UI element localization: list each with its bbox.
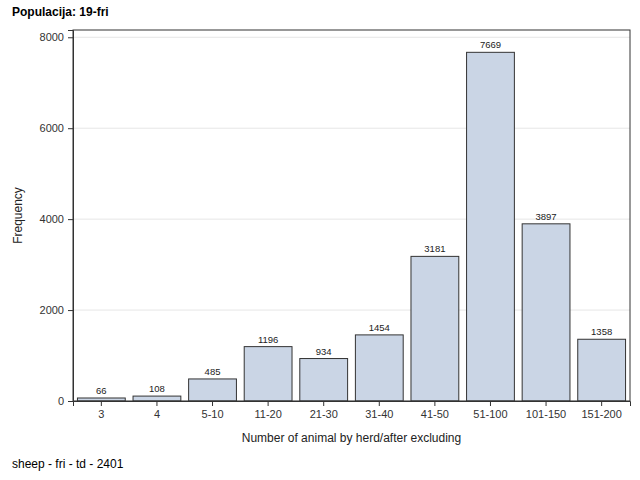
- y-tick-label: 0: [58, 395, 64, 407]
- bar: [467, 52, 515, 401]
- grid-line: [73, 37, 630, 38]
- data-label: 108: [149, 383, 165, 394]
- y-tick: 2000: [40, 304, 73, 316]
- y-tick-label: 6000: [40, 122, 64, 134]
- x-tick-label: 21-30: [310, 408, 338, 420]
- x-tick-mark: [268, 401, 269, 406]
- x-tick-label: 41-50: [421, 408, 449, 420]
- data-labels: 66 108 485 1196 934 1454 3181 7669 3897 1358: [96, 39, 612, 396]
- x-tick-label: 5-10: [202, 408, 224, 420]
- chart-container: 66 108 485 1196 934 1454 3181 7669 3897 1358 0 2000…: [0, 0, 640, 480]
- x-tick: 3: [98, 401, 104, 420]
- x-tick: 4: [154, 401, 160, 420]
- y-tick: 4000: [40, 213, 73, 225]
- x-tick: 151-200: [581, 401, 621, 420]
- x-tick-mark: [101, 401, 102, 406]
- data-label: 934: [316, 346, 332, 357]
- y-tick-mark: [68, 401, 73, 402]
- x-tick-mark: [379, 401, 380, 406]
- title: Populacija: 19-fri: [12, 5, 109, 19]
- x-tick-label: 3: [98, 408, 104, 420]
- y-tick: 6000: [40, 122, 73, 134]
- x-tick-mark: [323, 401, 324, 406]
- x-tick: 41-50: [421, 401, 449, 420]
- data-label: 1196: [258, 334, 278, 345]
- x-axis: 3 4 5-10 11-20 21-30 31-40 41-50 51-100 101-150 1…: [74, 401, 631, 420]
- data-label: 485: [205, 366, 221, 377]
- y-tick-mark: [68, 37, 73, 38]
- bars: [77, 52, 625, 401]
- x-tick-label: 51-100: [473, 408, 507, 420]
- x-tick-mark: [156, 401, 157, 406]
- bar: [300, 359, 348, 401]
- data-label: 7669: [480, 39, 501, 50]
- x-tick-label: 101-150: [526, 408, 566, 420]
- x-tick: 101-150: [526, 401, 566, 420]
- x-tick-mark: [546, 401, 547, 406]
- data-label: 1454: [369, 322, 390, 333]
- data-label: 1358: [591, 326, 612, 337]
- x-tick: 21-30: [310, 401, 338, 420]
- x-tick: 51-100: [473, 401, 507, 420]
- x-tick-label: 4: [154, 408, 160, 420]
- bar: [578, 339, 626, 401]
- y-tick-label: 8000: [40, 31, 64, 43]
- x-tick: 5-10: [202, 401, 224, 420]
- y-axis-title: Frequency: [11, 187, 25, 244]
- bar: [189, 379, 237, 401]
- x-axis-line: [74, 402, 631, 407]
- bar: [522, 224, 570, 401]
- chart-svg: 66 108 485 1196 934 1454 3181 7669 3897 1358 0 2000…: [0, 0, 640, 480]
- x-axis-title: Number of animal by herd/after excluding: [242, 431, 461, 445]
- y-tick-label: 4000: [40, 213, 64, 225]
- bar: [355, 335, 403, 401]
- y-axis: 0 2000 4000 6000 8000: [40, 31, 74, 408]
- plot-frame: [73, 30, 630, 401]
- grid: [73, 37, 630, 401]
- x-tick-mark: [212, 401, 213, 406]
- grid-line: [73, 128, 630, 129]
- x-tick-mark: [490, 401, 491, 406]
- bar: [411, 256, 459, 401]
- bar: [244, 347, 292, 401]
- y-tick-mark: [68, 310, 73, 311]
- data-label: 66: [96, 385, 107, 396]
- x-tick: 11-20: [254, 401, 281, 420]
- x-tick-label: 151-200: [581, 408, 621, 420]
- x-tick: 31-40: [365, 401, 393, 420]
- y-tick: 8000: [40, 31, 73, 43]
- x-tick-label: 11-20: [254, 408, 281, 420]
- bar: [133, 396, 181, 401]
- x-tick-mark: [601, 401, 602, 406]
- data-label: 3897: [535, 211, 556, 222]
- y-tick: 0: [58, 395, 73, 407]
- y-tick-mark: [68, 128, 73, 129]
- y-tick-label: 2000: [40, 304, 64, 316]
- data-label: 3181: [424, 243, 445, 254]
- y-tick-mark: [68, 219, 73, 220]
- footnote: sheep - fri - td - 2401: [12, 457, 124, 471]
- x-tick-mark: [434, 401, 435, 406]
- x-tick-label: 31-40: [365, 408, 393, 420]
